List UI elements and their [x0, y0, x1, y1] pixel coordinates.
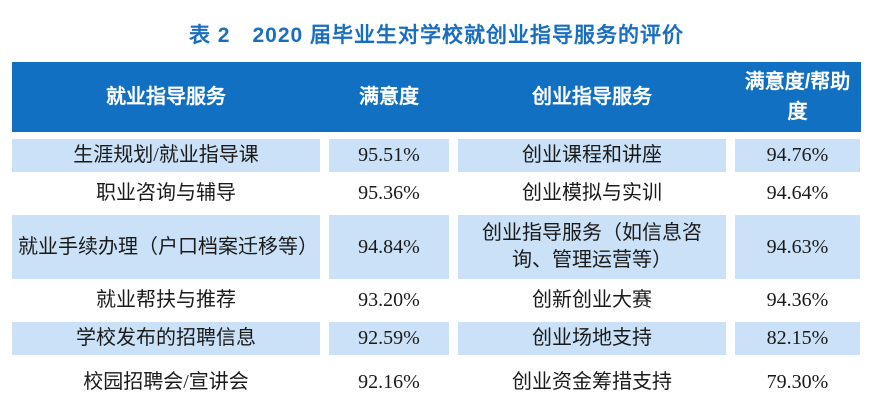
cell-entrepreneurship-service: 创业资金筹措支持 [512, 370, 672, 393]
cell-entrepreneurship-service: 创新创业大赛 [532, 289, 652, 311]
cell-employment-service: 就业手续办理（户口档案迁移等） [12, 215, 320, 279]
cell-satisfaction: 95.51% [329, 139, 449, 172]
cell-entrepreneurship-service: 创业课程和讲座 [458, 139, 726, 172]
cell-employment-service: 学校发布的招聘信息 [12, 322, 320, 355]
cell-satisfaction-helpfulness: 94.76% [735, 139, 860, 172]
header-cell-employment-service: 就业指导服务 [106, 86, 226, 108]
table-title: 表 2 2020 届毕业生对学校就创业指导服务的评价 [188, 24, 685, 47]
header-cell-satisfaction: 满意度 [359, 86, 419, 108]
table-row: 学校发布的招聘信息 92.59% 创业场地支持 82.15% [12, 322, 861, 355]
cell-satisfaction: 95.36% [358, 182, 420, 204]
table-row: 校园招聘会/宣讲会 92.16% 创业资金筹措支持 79.30% [12, 360, 861, 404]
table-header-row: 就业指导服务 满意度 创业指导服务 满意度/帮助度 [12, 62, 861, 132]
header-cell-satisfaction-helpfulness: 满意度/帮助度 [744, 71, 851, 123]
cell-satisfaction-helpfulness: 82.15% [735, 322, 860, 355]
cell-entrepreneurship-service: 创业模拟与实训 [522, 182, 662, 204]
table-row: 就业帮扶与推荐 93.20% 创新创业大赛 94.36% [12, 284, 861, 317]
table-row: 职业咨询与辅导 95.36% 创业模拟与实训 94.64% [12, 177, 861, 210]
evaluation-table: 就业指导服务 满意度 创业指导服务 满意度/帮助度 生涯规划/就业指导课 95.… [12, 62, 861, 404]
table-body: 生涯规划/就业指导课 95.51% 创业课程和讲座 94.76% 职业咨询与辅导… [12, 139, 861, 404]
cell-employment-service: 校园招聘会/宣讲会 [83, 370, 249, 393]
cell-entrepreneurship-service: 创业场地支持 [458, 322, 726, 355]
cell-employment-service: 职业咨询与辅导 [96, 182, 236, 204]
cell-employment-service: 生涯规划/就业指导课 [12, 139, 320, 172]
cell-satisfaction-helpfulness: 79.30% [766, 370, 829, 393]
cell-employment-service: 就业帮扶与推荐 [96, 289, 236, 311]
header-cell-entrepreneurship-service: 创业指导服务 [532, 86, 652, 108]
cell-satisfaction: 92.59% [329, 322, 449, 355]
table-row: 生涯规划/就业指导课 95.51% 创业课程和讲座 94.76% [12, 139, 861, 172]
cell-satisfaction-helpfulness: 94.63% [735, 215, 860, 279]
table-row: 就业手续办理（户口档案迁移等） 94.84% 创业指导服务（如信息咨询、管理运营… [12, 215, 861, 279]
cell-satisfaction: 92.16% [358, 370, 420, 393]
cell-satisfaction-helpfulness: 94.64% [766, 182, 829, 204]
cell-satisfaction: 93.20% [358, 289, 420, 311]
cell-satisfaction: 94.84% [329, 215, 449, 279]
cell-satisfaction-helpfulness: 94.36% [766, 289, 829, 311]
cell-entrepreneurship-service: 创业指导服务（如信息咨询、管理运营等） [458, 215, 726, 279]
